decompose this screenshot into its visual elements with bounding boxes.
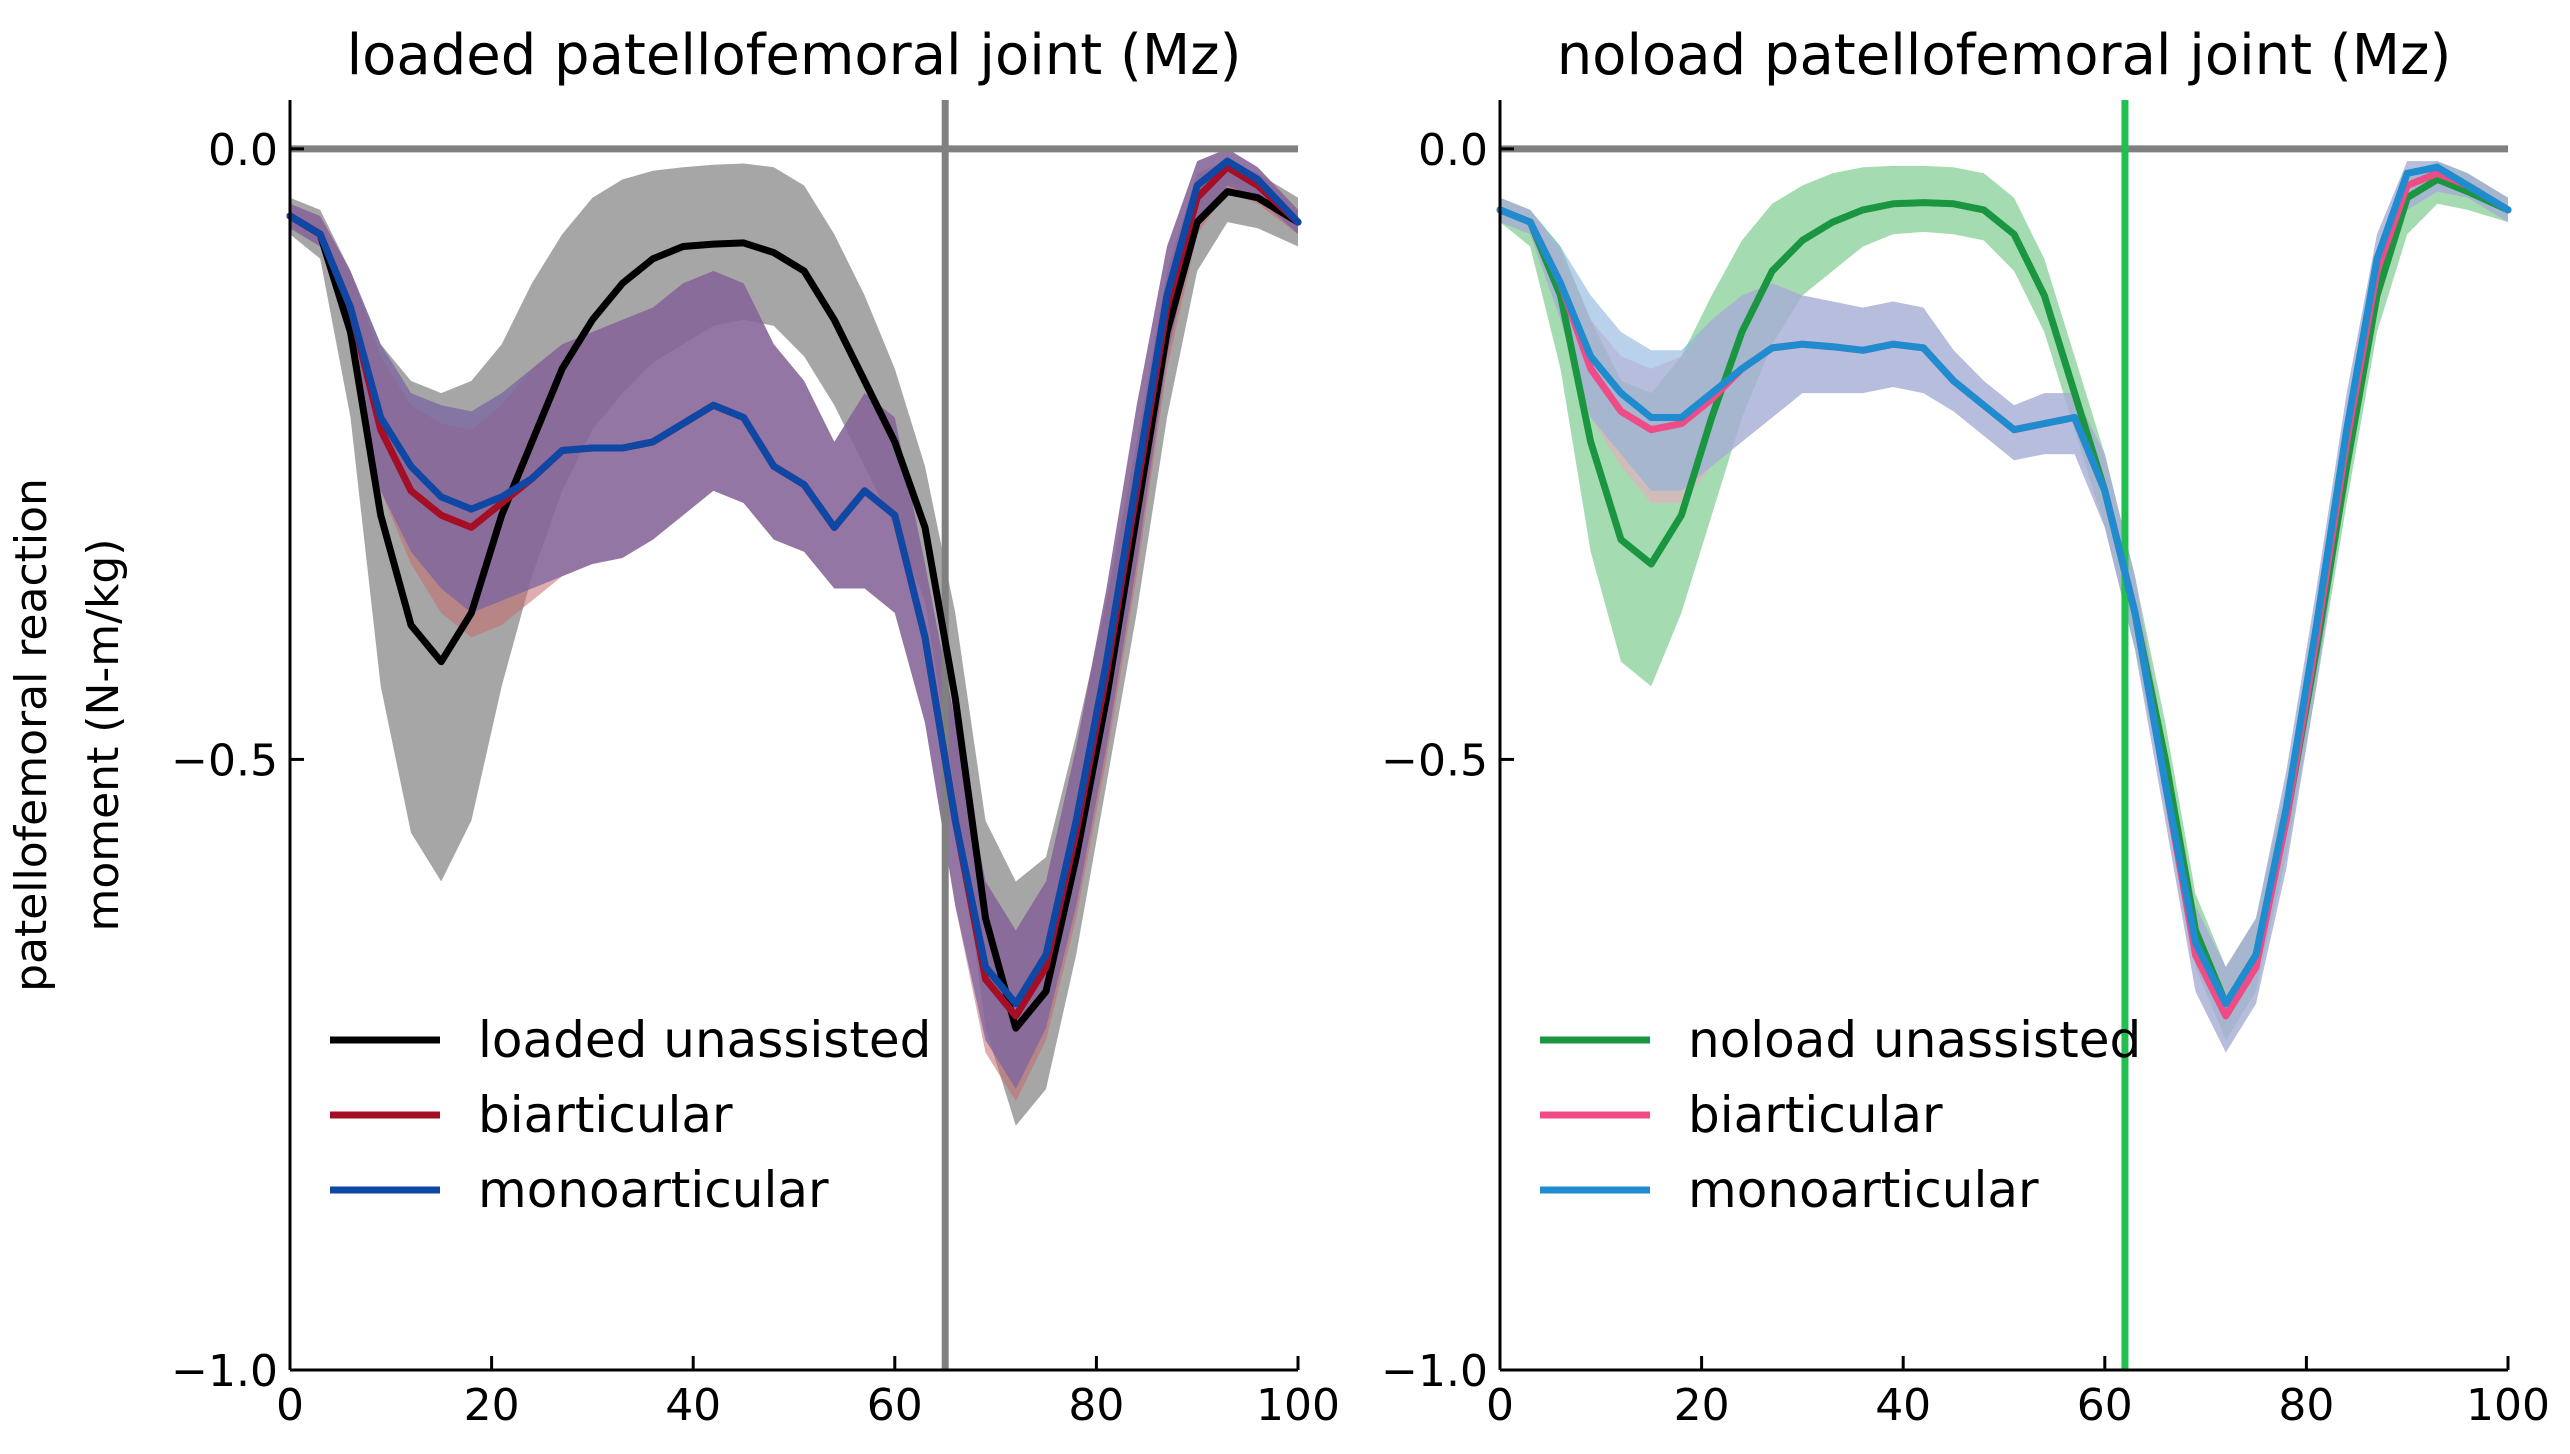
panel-loaded: loaded patellofemoral joint (Mz) 0 20 40 60 8… [171,23,1340,1431]
legend-label: loaded unassisted [478,1011,931,1069]
x-tick-label: 100 [1256,1380,1340,1431]
x-tick-label: 40 [665,1380,721,1431]
series-band-0 [1500,161,2508,1041]
chart-title: noload patellofemoral joint (Mz) [1557,23,2452,88]
y-tick-label: −1.0 [1381,1346,1488,1397]
series-line-0 [286,188,1302,1032]
series-band-2 [1500,161,2508,1053]
x-tick-label: 100 [2466,1380,2550,1431]
legend-label: biarticular [1688,1086,1943,1144]
series-band-0 [290,161,1298,1126]
x-tick-label: 40 [1875,1380,1931,1431]
y-tick-label: 0.0 [1418,125,1488,176]
legend-label: noload unassisted [1688,1011,2141,1069]
y-tick-label: −0.5 [1381,735,1488,786]
legend-label: biarticular [478,1086,733,1144]
panel-noload: noload patellofemoral joint (Mz) 0 20 40 60 8… [1381,23,2550,1431]
legend: noload unassisted biarticular monoarticula… [1540,1011,2141,1219]
y-tick-label: 0.0 [208,125,278,176]
x-tick-label: 20 [1674,1380,1730,1431]
legend-label: monoarticular [478,1161,829,1219]
series-line-2 [1496,163,2512,1008]
series-line-2 [286,157,1302,1008]
chart-title: loaded patellofemoral joint (Mz) [347,23,1242,88]
x-tick-label: 80 [1068,1380,1124,1431]
y-axis-label-line2: moment (N-m/kg) [78,538,129,931]
y-axis-label-line1: patellofemoral reaction [6,478,57,992]
x-tick-label: 0 [276,1380,304,1431]
x-tick-label: 0 [1486,1380,1514,1431]
x-tick-label: 80 [2278,1380,2334,1431]
series-band-2 [290,148,1298,1090]
y-tick-label: −0.5 [171,735,278,786]
x-tick-label: 60 [2077,1380,2133,1431]
legend-label: monoarticular [1688,1161,2039,1219]
legend: loaded unassisted biarticular monoarticula… [330,1011,931,1219]
y-tick-label: −1.0 [171,1346,278,1397]
x-tick-label: 60 [867,1380,923,1431]
x-tick-label: 20 [464,1380,520,1431]
